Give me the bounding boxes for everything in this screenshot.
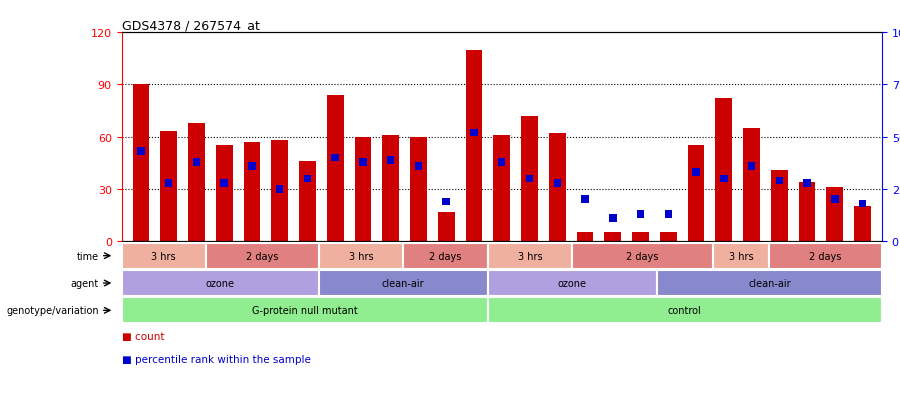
Bar <box>165 179 173 187</box>
Text: 2 days: 2 days <box>246 251 278 261</box>
Bar <box>359 159 366 166</box>
Bar <box>637 211 644 218</box>
Text: 3 hrs: 3 hrs <box>151 251 176 261</box>
Bar <box>771 170 788 242</box>
Bar <box>193 159 200 166</box>
Bar <box>498 159 506 166</box>
Text: 3 hrs: 3 hrs <box>518 251 542 261</box>
Bar <box>415 163 422 171</box>
Bar <box>609 215 617 223</box>
Text: genotype/variation: genotype/variation <box>6 306 99 316</box>
Bar <box>470 129 478 137</box>
Text: 2 days: 2 days <box>809 251 842 261</box>
Bar <box>387 157 394 164</box>
Bar <box>748 163 755 171</box>
Bar <box>220 179 228 187</box>
Bar <box>826 188 843 242</box>
Bar <box>443 198 450 206</box>
Bar <box>276 185 284 193</box>
Bar <box>299 161 316 242</box>
Bar <box>382 135 399 242</box>
Text: G-protein null mutant: G-protein null mutant <box>252 306 357 316</box>
Bar <box>272 141 288 242</box>
Bar <box>188 123 205 242</box>
Bar <box>688 146 705 242</box>
Text: 2 days: 2 days <box>429 251 462 261</box>
Text: ozone: ozone <box>558 278 587 288</box>
Bar <box>216 146 232 242</box>
Bar <box>859 200 867 208</box>
Text: ■ percentile rank within the sample: ■ percentile rank within the sample <box>122 354 310 364</box>
Bar <box>132 85 149 242</box>
Bar <box>581 196 589 204</box>
Text: clean-air: clean-air <box>748 278 790 288</box>
Bar <box>798 183 815 242</box>
Text: agent: agent <box>71 278 99 288</box>
Bar <box>660 233 677 242</box>
Bar <box>720 175 727 183</box>
Bar <box>303 175 311 183</box>
Bar <box>244 142 260 242</box>
Bar <box>493 135 510 242</box>
Bar <box>526 175 534 183</box>
Bar <box>160 132 177 242</box>
Text: ■ count: ■ count <box>122 332 164 342</box>
Bar <box>554 179 561 187</box>
Text: GDS4378 / 267574_at: GDS4378 / 267574_at <box>122 19 259 32</box>
Bar <box>743 128 760 242</box>
Bar <box>438 212 454 242</box>
Text: ozone: ozone <box>205 278 235 288</box>
Bar <box>632 233 649 242</box>
Bar <box>831 196 839 204</box>
Bar <box>854 207 871 242</box>
Bar <box>137 148 145 156</box>
Bar <box>776 177 783 185</box>
Bar <box>804 179 811 187</box>
Text: clean-air: clean-air <box>382 278 425 288</box>
Bar <box>410 137 427 242</box>
Bar <box>331 154 339 162</box>
Bar <box>327 96 344 242</box>
Bar <box>716 99 732 242</box>
Text: control: control <box>668 306 702 316</box>
Bar <box>465 50 482 242</box>
Bar <box>248 163 256 171</box>
Bar <box>692 169 700 177</box>
Text: time: time <box>76 251 99 261</box>
Text: 3 hrs: 3 hrs <box>729 251 753 261</box>
Bar <box>521 116 538 242</box>
Bar <box>549 134 565 242</box>
Bar <box>605 233 621 242</box>
Text: 2 days: 2 days <box>626 251 659 261</box>
Bar <box>355 137 372 242</box>
Text: 3 hrs: 3 hrs <box>348 251 374 261</box>
Bar <box>577 233 593 242</box>
Bar <box>664 211 672 218</box>
